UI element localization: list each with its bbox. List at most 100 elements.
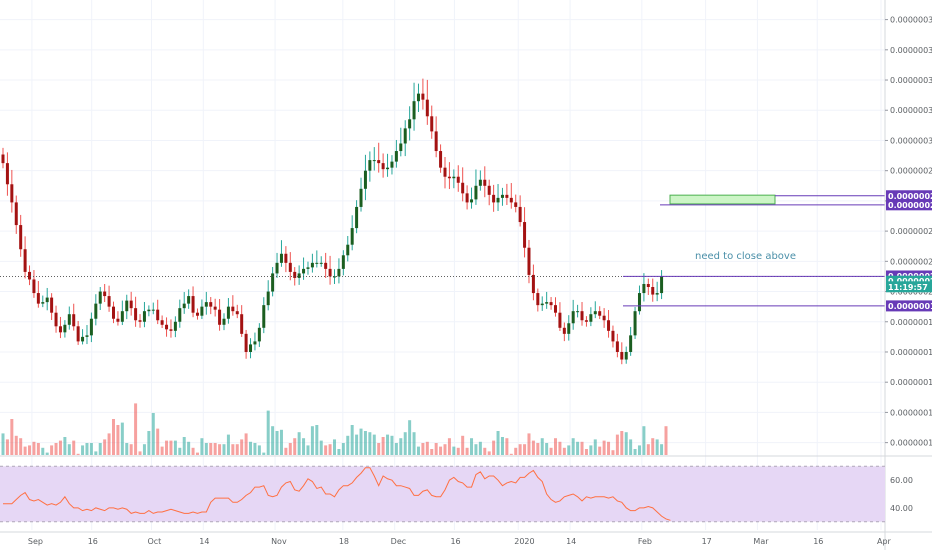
candle-body xyxy=(142,311,146,322)
volume-bar xyxy=(456,447,460,455)
volume-bar xyxy=(310,426,314,455)
candle-body xyxy=(275,262,279,274)
volume-bar xyxy=(5,439,9,455)
candle-body xyxy=(129,300,133,309)
candle-body xyxy=(615,341,619,352)
volume-bar xyxy=(452,446,456,455)
volume-bar xyxy=(67,444,71,455)
candle-body xyxy=(620,351,624,360)
volume-bar xyxy=(439,446,443,455)
price-label-box xyxy=(886,199,932,211)
candle-body xyxy=(576,311,580,313)
candle-body xyxy=(611,330,615,342)
volume-bar xyxy=(598,446,602,455)
volume-bar xyxy=(328,444,332,455)
volume-bar xyxy=(226,434,230,455)
candle-body xyxy=(408,119,412,129)
volume-bar xyxy=(160,446,164,455)
candle-body xyxy=(540,303,544,306)
volume-bar xyxy=(386,434,390,455)
volume-bar xyxy=(487,451,491,455)
volume-bar xyxy=(235,444,239,455)
volume-bar xyxy=(262,452,266,455)
candle-body xyxy=(89,318,93,336)
candle-body xyxy=(496,197,500,203)
candle-body xyxy=(646,283,650,288)
candle-body xyxy=(134,308,138,321)
volume-bar xyxy=(607,441,611,455)
volume-bar xyxy=(125,443,129,455)
volume-bar xyxy=(72,440,76,455)
volume-bar xyxy=(41,447,45,455)
target-box[interactable] xyxy=(669,194,776,205)
time-tick-label: Nov xyxy=(271,537,287,546)
candle-body xyxy=(120,311,124,322)
volume-bar xyxy=(399,438,403,455)
volume-bar xyxy=(138,451,142,455)
volume-bar xyxy=(81,445,85,455)
volume-bar xyxy=(156,428,160,455)
price-tick-label: 0.00000036 xyxy=(890,46,932,55)
candle-body xyxy=(589,314,593,322)
candle-body xyxy=(156,309,160,321)
volume-bar xyxy=(284,447,288,455)
candle-body xyxy=(368,160,372,171)
rsi-line xyxy=(3,467,671,521)
volume-bar xyxy=(253,443,257,455)
volume-bar xyxy=(509,453,513,455)
candle-body xyxy=(271,273,275,292)
candle-body xyxy=(58,326,62,333)
volume-bar xyxy=(571,438,575,455)
candle-body xyxy=(562,327,566,334)
volume-bar xyxy=(315,425,319,455)
volume-bar xyxy=(447,438,451,455)
volume-bar xyxy=(76,453,80,455)
volume-bar xyxy=(549,447,553,455)
volume-bar xyxy=(147,431,151,455)
volume-bar xyxy=(266,410,270,455)
candle-body xyxy=(45,297,49,303)
candle-body xyxy=(394,151,398,162)
price-label: 0.00000026 xyxy=(888,201,932,210)
candle-body xyxy=(633,311,637,336)
candle-body xyxy=(204,302,208,307)
volume-bar xyxy=(350,425,354,455)
time-tick-label: 16 xyxy=(450,537,460,546)
candle-body xyxy=(41,302,45,304)
volume-bar xyxy=(474,444,478,455)
candle-body xyxy=(399,143,403,152)
candle-body xyxy=(531,274,535,294)
volume-bar xyxy=(576,441,580,455)
price-tick-label: 0.00000012 xyxy=(890,408,932,417)
price-tick-label: 0.00000032 xyxy=(890,106,932,115)
volume-bar xyxy=(36,443,40,455)
candle-body xyxy=(222,318,226,325)
price-label: 0.00000019 xyxy=(888,302,932,311)
volume-bar xyxy=(173,440,177,455)
volume-bar xyxy=(368,432,372,455)
volume-bar xyxy=(28,445,32,455)
volume-bar xyxy=(134,403,138,455)
candle-body xyxy=(63,324,67,333)
volume-bar xyxy=(629,439,633,455)
volume-bar xyxy=(637,445,641,455)
candle-body xyxy=(67,314,71,325)
volume-bar xyxy=(567,445,571,455)
volume-bar xyxy=(98,443,102,455)
volume-bar xyxy=(89,443,93,455)
volume-bar xyxy=(505,438,509,455)
candle-body xyxy=(23,249,27,272)
rsi-tick-label: 40.00 xyxy=(890,504,913,513)
volume-bar xyxy=(63,437,67,455)
time-tick-label: Sep xyxy=(28,537,43,546)
candle-body xyxy=(554,305,557,313)
volume-bar xyxy=(514,447,518,455)
volume-bar xyxy=(257,445,261,455)
volume-bar xyxy=(333,439,336,455)
volume-bar xyxy=(359,428,363,455)
time-tick-label: 18 xyxy=(339,537,349,546)
